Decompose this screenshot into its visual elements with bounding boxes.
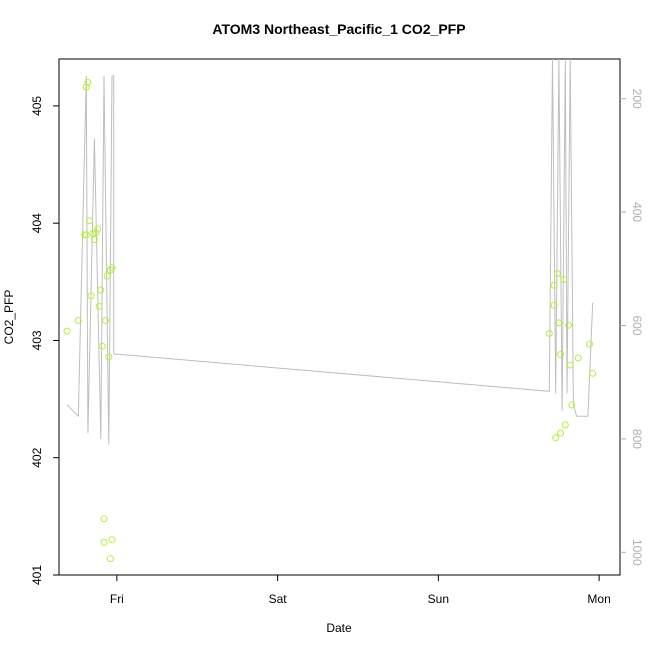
point-layer — [63, 79, 597, 563]
data-point — [94, 225, 102, 233]
data-point — [95, 302, 103, 310]
y-tick-label: 401 — [30, 565, 44, 585]
data-point — [561, 421, 569, 429]
data-point — [103, 272, 111, 280]
data-point — [565, 321, 573, 329]
data-point — [105, 353, 113, 361]
y2-tick-label: 400 — [630, 202, 644, 222]
data-point — [550, 301, 558, 309]
data-point — [97, 286, 105, 294]
x-axis: Fri Sat Sun Mon — [110, 574, 611, 606]
data-point — [87, 292, 95, 300]
y-tick-label: 404 — [30, 213, 44, 233]
data-point — [557, 351, 564, 358]
data-point — [550, 281, 558, 289]
data-point — [552, 434, 560, 442]
data-point — [574, 354, 582, 362]
data-point — [568, 401, 576, 409]
data-point — [102, 317, 110, 324]
y-axis-right: 200 400 600 800 1000 — [620, 89, 644, 566]
y-tick-label: 403 — [30, 330, 44, 350]
y2-tick-label: 600 — [630, 315, 644, 335]
data-point — [108, 536, 116, 544]
data-point — [560, 276, 568, 283]
x-tick-label: Mon — [587, 592, 610, 606]
y-tick-label: 402 — [30, 447, 44, 467]
plot-frame — [58, 58, 621, 576]
data-point — [557, 429, 564, 437]
data-point — [90, 236, 98, 244]
data-point — [98, 342, 106, 350]
data-point — [82, 231, 90, 239]
data-point — [100, 538, 108, 546]
data-point — [84, 79, 92, 86]
chart-title: ATOM3 Northeast_Pacific_1 CO2_PFP — [212, 21, 465, 37]
data-point — [100, 515, 108, 523]
y-tick-label: 405 — [30, 96, 44, 116]
data-point — [82, 83, 90, 91]
y2-tick-label: 800 — [630, 429, 644, 449]
x-tick-label: Sun — [428, 592, 449, 606]
data-point — [555, 319, 563, 327]
data-point — [108, 264, 116, 272]
x-tick-label: Fri — [110, 592, 124, 606]
data-point — [589, 369, 597, 377]
y-axis-label: CO2_PFP — [2, 290, 16, 345]
data-point — [586, 340, 593, 348]
data-point — [86, 217, 93, 225]
line-layer — [66, 59, 594, 445]
x-tick-label: Sat — [269, 592, 288, 606]
data-point — [92, 229, 100, 237]
data-point — [545, 329, 553, 337]
series-line — [66, 59, 594, 445]
data-point — [553, 270, 561, 278]
data-point — [74, 317, 82, 324]
y2-tick-label: 200 — [630, 89, 644, 109]
y-axis-left: 401 402 403 404 405 — [30, 96, 60, 585]
y2-tick-label: 1000 — [630, 539, 644, 566]
data-point — [106, 555, 114, 563]
x-axis-label: Date — [326, 621, 352, 635]
data-point — [566, 361, 574, 369]
data-point — [63, 327, 71, 335]
